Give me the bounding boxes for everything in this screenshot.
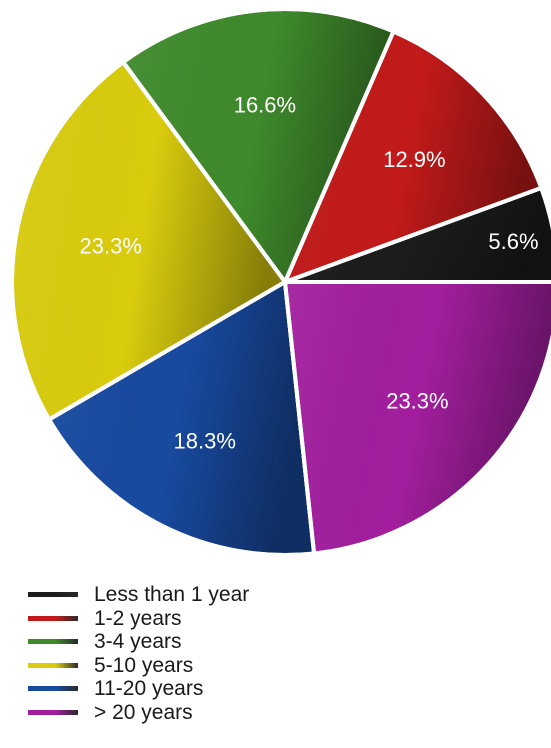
pie-slice-shading-5-10-years <box>10 59 288 423</box>
pie-labels: 5.6% 12.9% 16.6% 23.3% 18.3% 23.3% <box>80 93 539 454</box>
legend-item-20-years: > 20 years <box>28 701 249 725</box>
legend-label: 5-10 years <box>94 653 194 677</box>
pie-slice-shading-3-4-years <box>120 7 397 286</box>
legend-item-less-than-1-year: Less than 1 year <box>28 583 249 607</box>
pie-chart: 5.6% 12.9% 16.6% 23.3% 18.3% 23.3% <box>10 7 551 557</box>
legend-item-11-20-years: 11-20 years <box>28 677 249 701</box>
pie-label-20-years: 23.3% <box>386 389 448 414</box>
pie-slice-shading-11-20-years <box>46 278 317 557</box>
pie-slices <box>10 7 551 557</box>
legend-swatch-5-10-years <box>28 662 78 668</box>
legend-swatch-less-than-1-year <box>28 592 78 598</box>
legend-swatch-1-2-years <box>28 615 78 621</box>
legend-label: 3-4 years <box>94 630 182 654</box>
pie-label-1-2-years: 12.9% <box>383 147 445 172</box>
legend-swatch-11-20-years <box>28 686 78 692</box>
legend-item-5-10-years: 5-10 years <box>28 654 249 678</box>
legend-label: 1-2 years <box>94 606 182 630</box>
legend-item-1-2-years: 1-2 years <box>28 607 249 631</box>
pie-label-11-20-years: 18.3% <box>174 428 236 453</box>
pie-label-less-than-1-year: 5.6% <box>488 229 538 254</box>
pie-slice-shading-1-2-years <box>281 28 544 286</box>
legend-label: 11-20 years <box>94 677 204 701</box>
legend-item-3-4-years: 3-4 years <box>28 630 249 654</box>
legend-label: > 20 years <box>94 700 193 724</box>
legend: Less than 1 year 1-2 years 3-4 years 5-10 y… <box>28 583 249 724</box>
pie-label-3-4-years: 16.6% <box>234 93 296 118</box>
pie-slice-shading-20-years <box>282 280 551 556</box>
legend-label: Less than 1 year <box>94 583 250 607</box>
pie-label-5-10-years: 23.3% <box>80 233 142 258</box>
legend-swatch-3-4-years <box>28 639 78 645</box>
legend-swatch-20-years <box>28 709 78 715</box>
